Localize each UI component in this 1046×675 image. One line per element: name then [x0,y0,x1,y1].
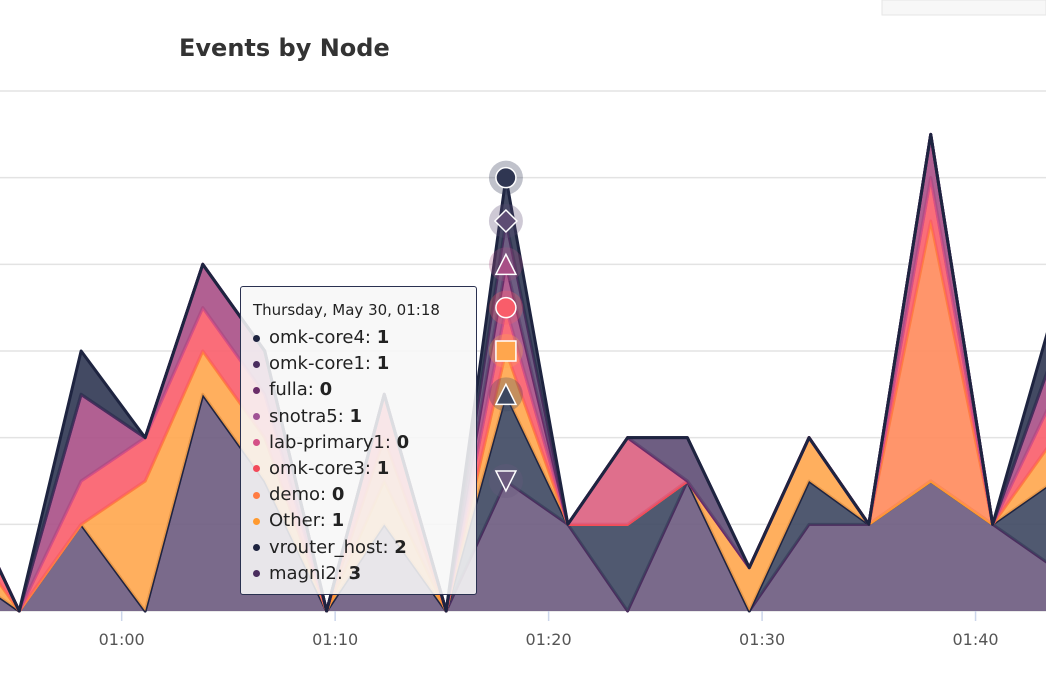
tooltip-row: omk-core3: 1 [253,456,476,482]
tooltip-series-name: fulla [269,379,308,401]
tooltip-series-name: snotra5 [269,405,338,427]
tooltip-row: demo: 0 [253,482,476,508]
tooltip-value: 2 [394,536,407,558]
x-axis: 01:00 01:10 01:20 01:30 01:40 [99,611,999,649]
tooltip-row: omk-core1: 1 [253,351,476,377]
tooltip-series-name: Other [269,510,320,532]
tooltip-dot [253,517,260,525]
tooltip-series-name: omk-core1 [269,353,365,375]
marker [493,208,518,234]
marker [495,166,517,189]
tooltip-series-name: lab-primary1 [269,431,385,453]
x-tick-label: 01:00 [99,630,145,649]
tooltip-series-name: demo [269,484,321,506]
tooltip-rows: omk-core4: 1 omk-core1: 1 fulla: 0 snotra5:… [253,325,476,587]
tooltip-dot [253,570,260,578]
tooltip-value: 0 [396,431,410,453]
tooltip: Thursday, May 30, 01:18 omk-core4: 1 omk-… [240,286,477,595]
tooltip-row: omk-core4: 1 [253,325,476,351]
tooltip-row: snotra5: 1 [253,404,476,430]
tooltip-row: Other: 1 [253,508,476,534]
tooltip-dot [253,465,260,473]
plot-area [0,90,1046,613]
tooltip-value: 1 [376,353,390,375]
tooltip-series-name: magni2 [269,562,337,584]
tooltip-series-name: vrouter_host [269,536,383,558]
tooltip-value: 1 [349,405,363,427]
tooltip-title: Thursday, May 30, 01:18 [253,301,440,319]
x-tick-label: 01:20 [526,630,572,649]
tooltip-dot [253,413,260,421]
hover-markers [488,160,523,498]
x-tick-label: 01:40 [953,630,999,649]
x-tick-label: 01:10 [312,630,358,649]
tooltip-value: 0 [319,379,333,401]
tooltip-value: 1 [331,510,345,532]
tooltip-value: 1 [376,457,390,479]
area [0,177,1046,611]
tooltip-value: 0 [331,484,345,506]
marker [495,296,517,319]
tooltip-dot [253,439,260,447]
tooltip-row: fulla: 0 [253,377,476,403]
tooltip-dot [253,544,260,551]
tooltip-series-name: omk-core3 [269,457,365,479]
marker [495,340,517,362]
tooltip-dot [253,334,260,342]
toolbar-box [881,0,1046,16]
x-tick-label: 01:30 [739,630,785,649]
tooltip-row: lab-primary1: 0 [253,430,476,456]
chart-title: Events by Node [179,34,390,62]
tooltip-value: 1 [376,327,390,348]
marker [494,382,518,406]
area [0,394,1046,611]
tooltip-value: 3 [348,562,362,584]
tooltip-dot [253,491,260,499]
marker [494,252,518,276]
tooltip-row: vrouter_host: 2 [253,535,476,561]
marker [494,470,518,493]
tooltip-row: magni2: 3 [253,561,476,587]
tooltip-series-name: omk-core4 [269,327,365,348]
tooltip-dot [253,360,260,368]
tooltip-dot [253,386,260,394]
